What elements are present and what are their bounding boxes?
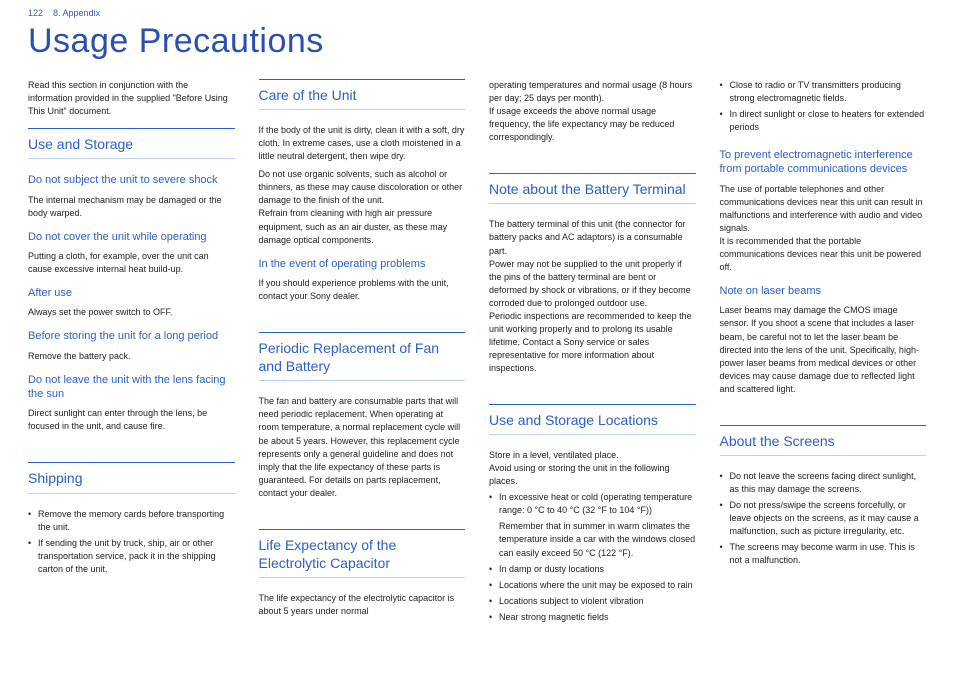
screens-list: Do not leave the screens facing direct s… [720, 470, 927, 567]
subheading-shock: Do not subject the unit to severe shock [28, 173, 235, 187]
page-number: 122 [28, 8, 43, 18]
heading-life-expectancy: Life Expectancy of the Electrolytic Capa… [259, 529, 466, 578]
list-item: In direct sunlight or close to heaters f… [720, 108, 927, 134]
list-subtext: Remember that in summer in warm climates… [489, 520, 696, 559]
subheading-before-storing: Before storing the unit for a long perio… [28, 329, 235, 343]
intro-text: Read this section in conjunction with th… [28, 79, 235, 118]
shipping-list: Remove the memory cards before transport… [28, 508, 235, 576]
heading-care: Care of the Unit [259, 79, 466, 110]
subheading-cover: Do not cover the unit while operating [28, 230, 235, 244]
para-emi-1: The use of portable telephones and other… [720, 183, 927, 235]
page-header: 122 8. Appendix [28, 8, 926, 18]
content-columns: Read this section in conjunction with th… [28, 79, 926, 627]
para-continuation-2: If usage exceeds the above normal usage … [489, 105, 696, 144]
para-bt-3: Periodic inspections are recommended to … [489, 310, 696, 375]
para-care-2: Do not use organic solvents, such as alc… [259, 168, 466, 207]
heading-shipping: Shipping [28, 462, 235, 493]
para-emi-2: It is recommended that the portable comm… [720, 235, 927, 274]
para-life: The life expectancy of the electrolytic … [259, 592, 466, 618]
list-item: Near strong magnetic fields [489, 611, 696, 624]
para-continuation-1: operating temperatures and normal usage … [489, 79, 696, 105]
para-cover: Putting a cloth, for example, over the u… [28, 250, 235, 276]
para-bt-1: The battery terminal of this unit (the c… [489, 218, 696, 257]
para-periodic: The fan and battery are consumable parts… [259, 395, 466, 499]
page-title: Usage Precautions [28, 22, 926, 61]
list-item: In excessive heat or cold (operating tem… [489, 491, 696, 517]
para-care-1: If the body of the unit is dirty, clean … [259, 124, 466, 163]
list-item: In damp or dusty locations [489, 563, 696, 576]
list-item: Do not press/swipe the screens forcefull… [720, 499, 927, 538]
column-4: Close to radio or TV transmitters produc… [720, 79, 927, 627]
para-loc-1: Store in a level, ventilated place. [489, 449, 696, 462]
list-item: Locations where the unit may be exposed … [489, 579, 696, 592]
subheading-lens-sun: Do not leave the unit with the lens faci… [28, 373, 235, 402]
list-item: If sending the unit by truck, ship, air … [28, 537, 235, 576]
para-before-storing: Remove the battery pack. [28, 350, 235, 363]
list-item: Locations subject to violent vibration [489, 595, 696, 608]
para-bt-2: Power may not be supplied to the unit pr… [489, 258, 696, 310]
document-page: 122 8. Appendix Usage Precautions Read t… [0, 0, 954, 647]
subheading-after-use: After use [28, 286, 235, 300]
list-item: Close to radio or TV transmitters produc… [720, 79, 927, 105]
subheading-emi: To prevent electromagnetic interference … [720, 148, 927, 177]
heading-use-storage: Use and Storage [28, 128, 235, 159]
locations-list: In excessive heat or cold (operating tem… [489, 491, 696, 517]
para-problems: If you should experience problems with t… [259, 277, 466, 303]
subheading-laser: Note on laser beams [720, 284, 927, 298]
para-after-use: Always set the power switch to OFF. [28, 306, 235, 319]
subheading-problems: In the event of operating problems [259, 257, 466, 271]
para-shock: The internal mechanism may be damaged or… [28, 194, 235, 220]
list-item: Remove the memory cards before transport… [28, 508, 235, 534]
heading-battery-terminal: Note about the Battery Terminal [489, 173, 696, 204]
para-care-3: Refrain from cleaning with high air pres… [259, 207, 466, 246]
list-item: The screens may become warm in use. This… [720, 541, 927, 567]
para-laser: Laser beams may damage the CMOS image se… [720, 304, 927, 395]
column-1: Read this section in conjunction with th… [28, 79, 235, 627]
heading-locations: Use and Storage Locations [489, 404, 696, 435]
chapter-label: 8. Appendix [53, 8, 100, 18]
locations-list-overflow: Close to radio or TV transmitters produc… [720, 79, 927, 134]
heading-periodic: Periodic Replacement of Fan and Battery [259, 332, 466, 381]
column-2: Care of the Unit If the body of the unit… [259, 79, 466, 627]
heading-screens: About the Screens [720, 425, 927, 456]
list-item: Do not leave the screens facing direct s… [720, 470, 927, 496]
para-loc-2: Avoid using or storing the unit in the f… [489, 462, 696, 488]
column-3: operating temperatures and normal usage … [489, 79, 696, 627]
locations-list-cont: In damp or dusty locations Locations whe… [489, 563, 696, 624]
para-lens-sun: Direct sunlight can enter through the le… [28, 407, 235, 433]
